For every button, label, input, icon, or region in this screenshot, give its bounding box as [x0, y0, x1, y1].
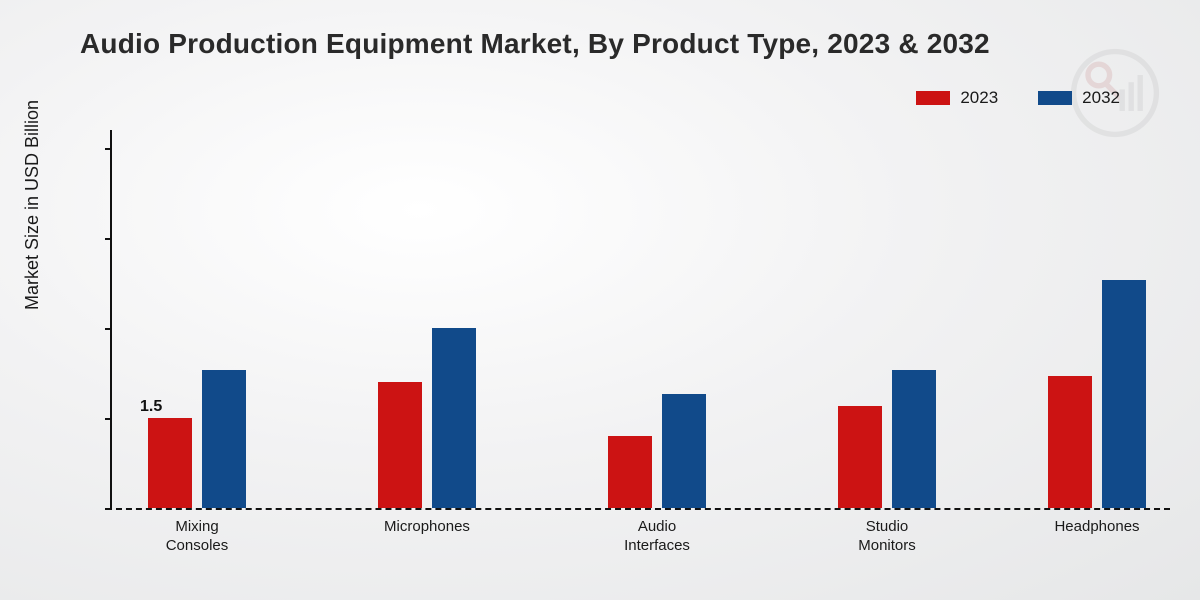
bar-value-label: 1.5 [140, 398, 162, 416]
bar-y2023 [608, 436, 652, 508]
bar-y2032 [1102, 280, 1146, 508]
bars [1032, 280, 1162, 508]
legend-item-2023: 2023 [916, 88, 998, 108]
category-label: Mixing Consoles [166, 518, 229, 556]
bar-y2023 [148, 418, 192, 508]
y-tick [105, 418, 112, 420]
category-label: Microphones [384, 518, 470, 537]
category-label: Studio Monitors [858, 518, 916, 556]
legend-item-2032: 2032 [1038, 88, 1120, 108]
legend-swatch-2023 [916, 91, 950, 105]
y-tick [105, 148, 112, 150]
y-tick [105, 328, 112, 330]
legend-label-2032: 2032 [1082, 88, 1120, 108]
bar-y2023 [1048, 376, 1092, 508]
bars [592, 394, 722, 508]
bars [362, 328, 492, 508]
bars [132, 370, 262, 508]
legend-swatch-2032 [1038, 91, 1072, 105]
category-label: Headphones [1054, 518, 1139, 537]
y-tick [105, 508, 112, 510]
bar-y2032 [432, 328, 476, 508]
plot-area: Mixing Consoles1.5MicrophonesAudio Inter… [110, 130, 1170, 510]
y-tick [105, 238, 112, 240]
chart-title: Audio Production Equipment Market, By Pr… [80, 28, 990, 60]
bar-y2023 [378, 382, 422, 508]
legend-label-2023: 2023 [960, 88, 998, 108]
y-axis-label: Market Size in USD Billion [22, 100, 43, 310]
x-axis-baseline [106, 508, 1170, 510]
category-label: Audio Interfaces [624, 518, 690, 556]
bar-y2032 [662, 394, 706, 508]
legend: 2023 2032 [916, 88, 1120, 108]
bar-y2032 [892, 370, 936, 508]
bars [822, 370, 952, 508]
bar-y2023 [838, 406, 882, 508]
bar-y2032 [202, 370, 246, 508]
